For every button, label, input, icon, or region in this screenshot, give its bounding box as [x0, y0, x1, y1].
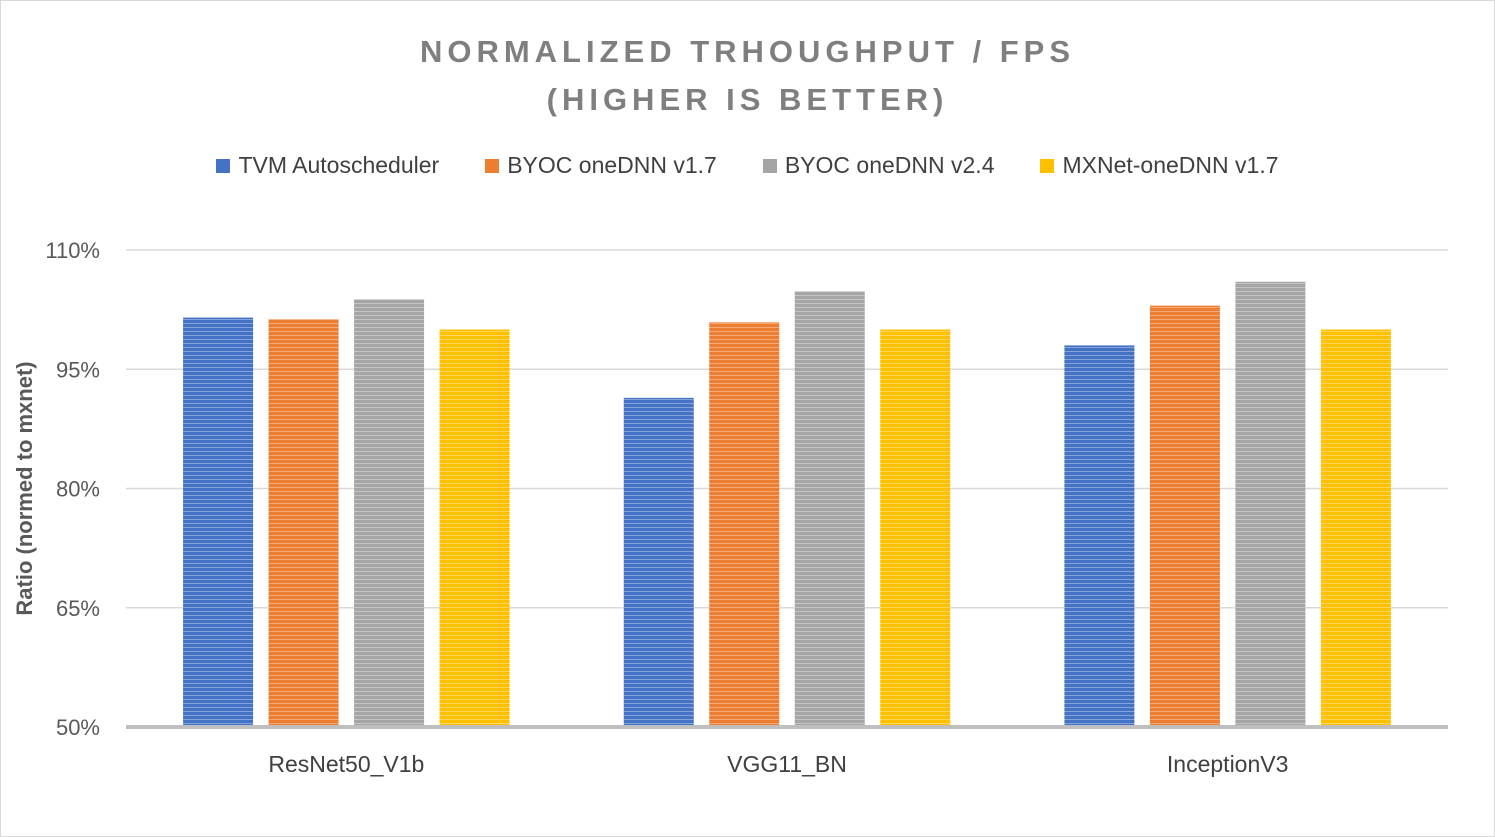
legend-swatch: [1040, 158, 1055, 173]
y-tick-label: 80%: [56, 477, 100, 502]
legend-item-tvm-autoscheduler: TVM Autoscheduler: [216, 152, 439, 179]
y-tick-label: 50%: [56, 715, 100, 740]
y-axis-title: Ratio (normed to mxnet): [12, 361, 37, 615]
x-tick-label: InceptionV3: [1167, 751, 1288, 777]
bar-inceptionv3-series-2: [1235, 281, 1306, 727]
legend-swatch: [485, 158, 500, 173]
chart-title: NORMALIZED TRHOUGHPUT / FPS (HIGHER IS B…: [0, 28, 1495, 124]
chart-title-line-1: NORMALIZED TRHOUGHPUT / FPS: [419, 34, 1076, 69]
legend: TVM Autoscheduler BYOC oneDNN v1.7 BYOC …: [0, 152, 1495, 179]
legend-item-mxnet-onednn-v1-7: MXNet-oneDNN v1.7: [1040, 152, 1279, 179]
legend-swatch: [762, 158, 777, 173]
bar-vgg11-bn-series-3: [880, 329, 951, 727]
bar-vgg11-bn-series-0: [623, 397, 694, 727]
legend-label: BYOC oneDNN v1.7: [507, 152, 717, 178]
x-tick-label: VGG11_BN: [727, 751, 847, 777]
bar-resnet50-v1b-series-3: [439, 329, 510, 727]
legend-label: TVM Autoscheduler: [238, 152, 440, 178]
bar-resnet50-v1b-series-0: [183, 317, 254, 727]
bar-resnet50-v1b-series-1: [268, 319, 339, 727]
bar-inceptionv3-series-0: [1064, 345, 1135, 727]
y-tick-label: 110%: [45, 238, 100, 263]
legend-label: MXNet-oneDNN v1.7: [1062, 152, 1279, 178]
legend-item-byoc-onednn-v1-7: BYOC oneDNN v1.7: [485, 152, 717, 179]
legend-label: BYOC oneDNN v2.4: [784, 152, 995, 178]
bar-vgg11-bn-series-1: [709, 322, 780, 727]
y-tick-label: 65%: [56, 596, 100, 621]
legend-item-byoc-onednn-v2-4: BYOC oneDNN v2.4: [762, 152, 995, 179]
x-tick-label: ResNet50_V1b: [268, 751, 424, 777]
bar-inceptionv3-series-1: [1149, 305, 1220, 727]
bar-resnet50-v1b-series-2: [354, 299, 425, 727]
legend-swatch: [216, 158, 231, 173]
chart-title-line-2: (HIGHER IS BETTER): [546, 82, 949, 117]
bar-vgg11-bn-series-2: [794, 291, 865, 727]
bar-inceptionv3-series-3: [1320, 329, 1391, 727]
y-tick-label: 95%: [56, 357, 100, 382]
